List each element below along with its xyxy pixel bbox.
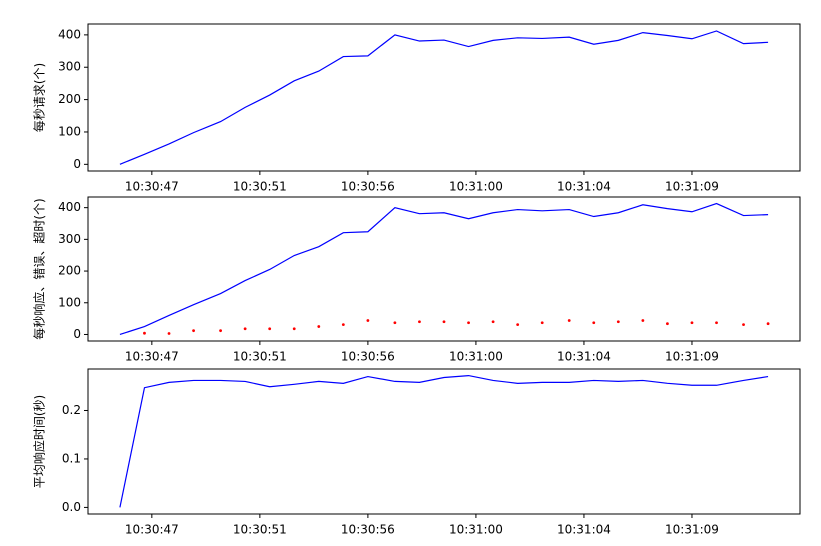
- dot: [219, 329, 222, 333]
- dot: [540, 321, 544, 325]
- dot: [393, 321, 397, 325]
- dot: [715, 321, 718, 325]
- y-tick-label: 0.1: [62, 451, 81, 465]
- axes-frame: [87, 368, 801, 515]
- y-tick-label: 300: [58, 232, 81, 246]
- dot: [641, 319, 645, 322]
- y-tick-label: 0: [73, 327, 81, 341]
- dot: [766, 322, 770, 326]
- dot: [567, 319, 571, 322]
- dot: [243, 327, 247, 331]
- y-tick-label: 200: [58, 92, 81, 106]
- x-tick-label: 10:31:00: [449, 350, 503, 364]
- dot: [516, 323, 520, 327]
- y-axis-label: 每秒请求(个): [32, 63, 47, 132]
- axes-frame: [87, 196, 801, 342]
- x-tick-label: 10:30:47: [125, 523, 179, 537]
- y-tick-label: 0.2: [62, 403, 81, 417]
- y-tick-label: 100: [58, 124, 81, 138]
- x-tick-label: 10:30:56: [341, 350, 395, 364]
- y-tick-label: 0: [73, 157, 81, 171]
- line: [119, 30, 769, 165]
- x-tick-label: 10:30:51: [233, 180, 287, 194]
- x-tick-label: 10:30:51: [233, 350, 287, 364]
- dot: [268, 327, 272, 331]
- x-tick-label: 10:30:47: [125, 350, 179, 364]
- x-tick-label: 10:30:47: [125, 180, 179, 194]
- x-tick-label: 10:30:56: [341, 523, 395, 537]
- dot: [690, 321, 694, 325]
- x-tick-label: 10:31:04: [557, 350, 611, 364]
- x-tick-label: 10:31:00: [449, 180, 503, 194]
- y-tick-label: 400: [58, 200, 81, 214]
- axes-frame: [87, 23, 801, 172]
- line: [119, 202, 769, 336]
- dot: [592, 321, 596, 325]
- x-tick-label: 10:31:00: [449, 523, 503, 537]
- dot: [167, 332, 171, 335]
- dot: [467, 321, 470, 325]
- x-tick-label: 10:31:09: [665, 180, 719, 194]
- y-tick-label: 300: [58, 60, 81, 74]
- dot: [341, 323, 345, 327]
- x-tick-label: 10:30:51: [233, 523, 287, 537]
- line: [119, 374, 769, 508]
- y-axis-label: 每秒响应、错误、超时(个): [32, 198, 47, 339]
- dot: [418, 320, 421, 324]
- y-tick-label: 0.0: [62, 500, 81, 514]
- x-tick-label: 10:31:09: [665, 350, 719, 364]
- dot: [143, 331, 146, 335]
- x-tick-label: 10:30:56: [341, 180, 395, 194]
- x-tick-label: 10:31:04: [557, 523, 611, 537]
- y-tick-label: 400: [58, 27, 81, 41]
- dot: [317, 325, 321, 328]
- x-tick-label: 10:31:09: [665, 523, 719, 537]
- dot: [666, 322, 669, 326]
- dot: [442, 320, 446, 324]
- dot: [366, 319, 370, 322]
- x-tick-label: 10:31:04: [557, 180, 611, 194]
- dot: [192, 329, 195, 333]
- dot: [491, 320, 495, 324]
- y-tick-label: 200: [58, 264, 81, 278]
- dot: [292, 327, 296, 331]
- y-tick-label: 100: [58, 295, 81, 309]
- dot: [616, 320, 620, 324]
- dot: [742, 323, 745, 327]
- y-axis-label: 平均响应时间(秒): [32, 395, 47, 488]
